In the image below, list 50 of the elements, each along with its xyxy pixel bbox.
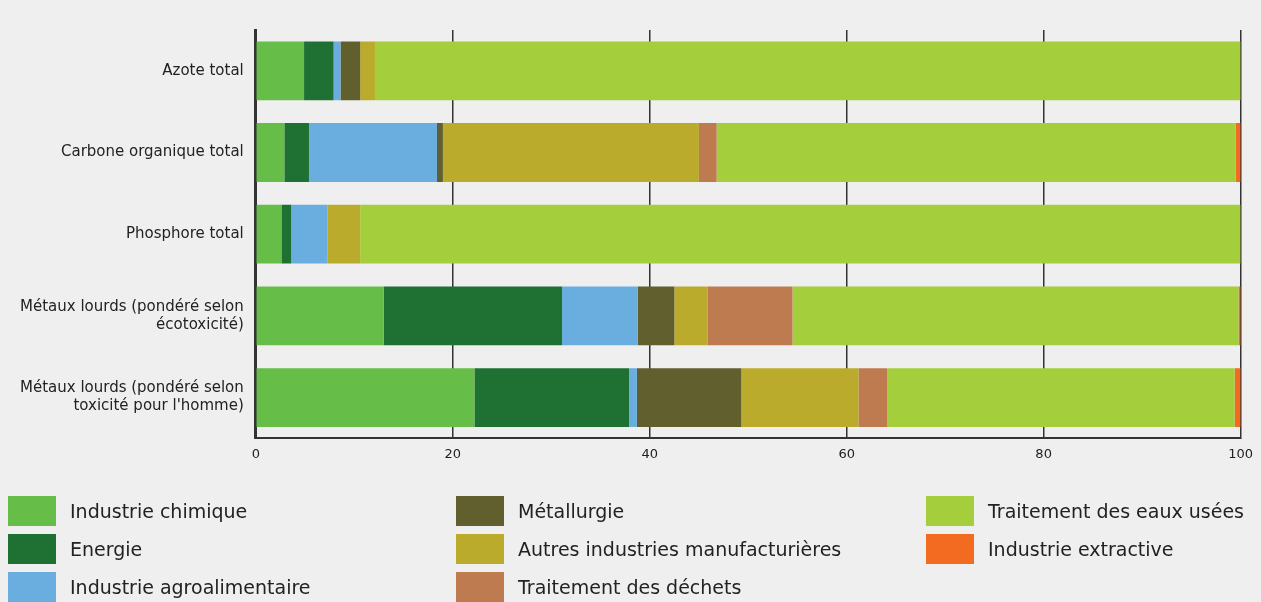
bar (674, 286, 708, 346)
bar (474, 368, 630, 427)
x-tick-label: 0 (251, 445, 260, 461)
y-tick-label: Phosphore total (125, 224, 244, 243)
bar (256, 123, 285, 182)
bar (256, 286, 384, 346)
bar (256, 368, 475, 427)
legend-label: Autres industries manufacturières (518, 538, 842, 560)
bar (256, 204, 282, 264)
bar (698, 123, 717, 182)
bar (562, 286, 638, 346)
legend-label: Métallurgie (518, 500, 625, 522)
bar (383, 286, 563, 346)
bar (637, 286, 675, 346)
bar (858, 368, 888, 427)
bar (327, 204, 361, 264)
y-tick-label: Azote total (162, 60, 244, 79)
bar (792, 286, 1239, 346)
bar (360, 41, 375, 101)
bar (340, 41, 361, 101)
bar (636, 368, 742, 427)
bar (707, 286, 793, 346)
y-tick-label: Métaux lourds (pondéré selon toxicité pour l'homme) (19, 378, 244, 415)
x-tick-label: 60 (838, 445, 855, 461)
legend-label: Industrie agroalimentaire (70, 576, 311, 598)
bar (284, 123, 309, 182)
bar (291, 204, 328, 264)
legend-label: Traitement des déchets (518, 576, 742, 598)
legend-label: Energie (70, 538, 143, 560)
legend-label: Industrie extractive (988, 538, 1174, 560)
bar (442, 123, 699, 182)
bar (281, 204, 292, 264)
bar (304, 41, 334, 101)
bar (256, 41, 305, 101)
y-tick-label: Métaux lourds (pondéré selon écotoxicité) (19, 296, 244, 333)
x-tick-label: 80 (1035, 445, 1052, 461)
legend-label: Traitement des eaux usées (988, 500, 1244, 522)
bar (716, 123, 1236, 182)
bar (629, 368, 637, 427)
bar (374, 41, 1241, 101)
legend-label: Industrie chimique (70, 500, 248, 522)
bar (437, 123, 443, 182)
bar (741, 368, 859, 427)
y-tick-label: Carbone organique total (60, 142, 244, 161)
bar (360, 204, 1241, 264)
x-tick-label: 40 (641, 445, 658, 461)
bar (308, 123, 437, 182)
x-tick-label: 100 (1228, 445, 1254, 461)
bar (887, 368, 1235, 427)
x-tick-label: 20 (444, 445, 462, 461)
